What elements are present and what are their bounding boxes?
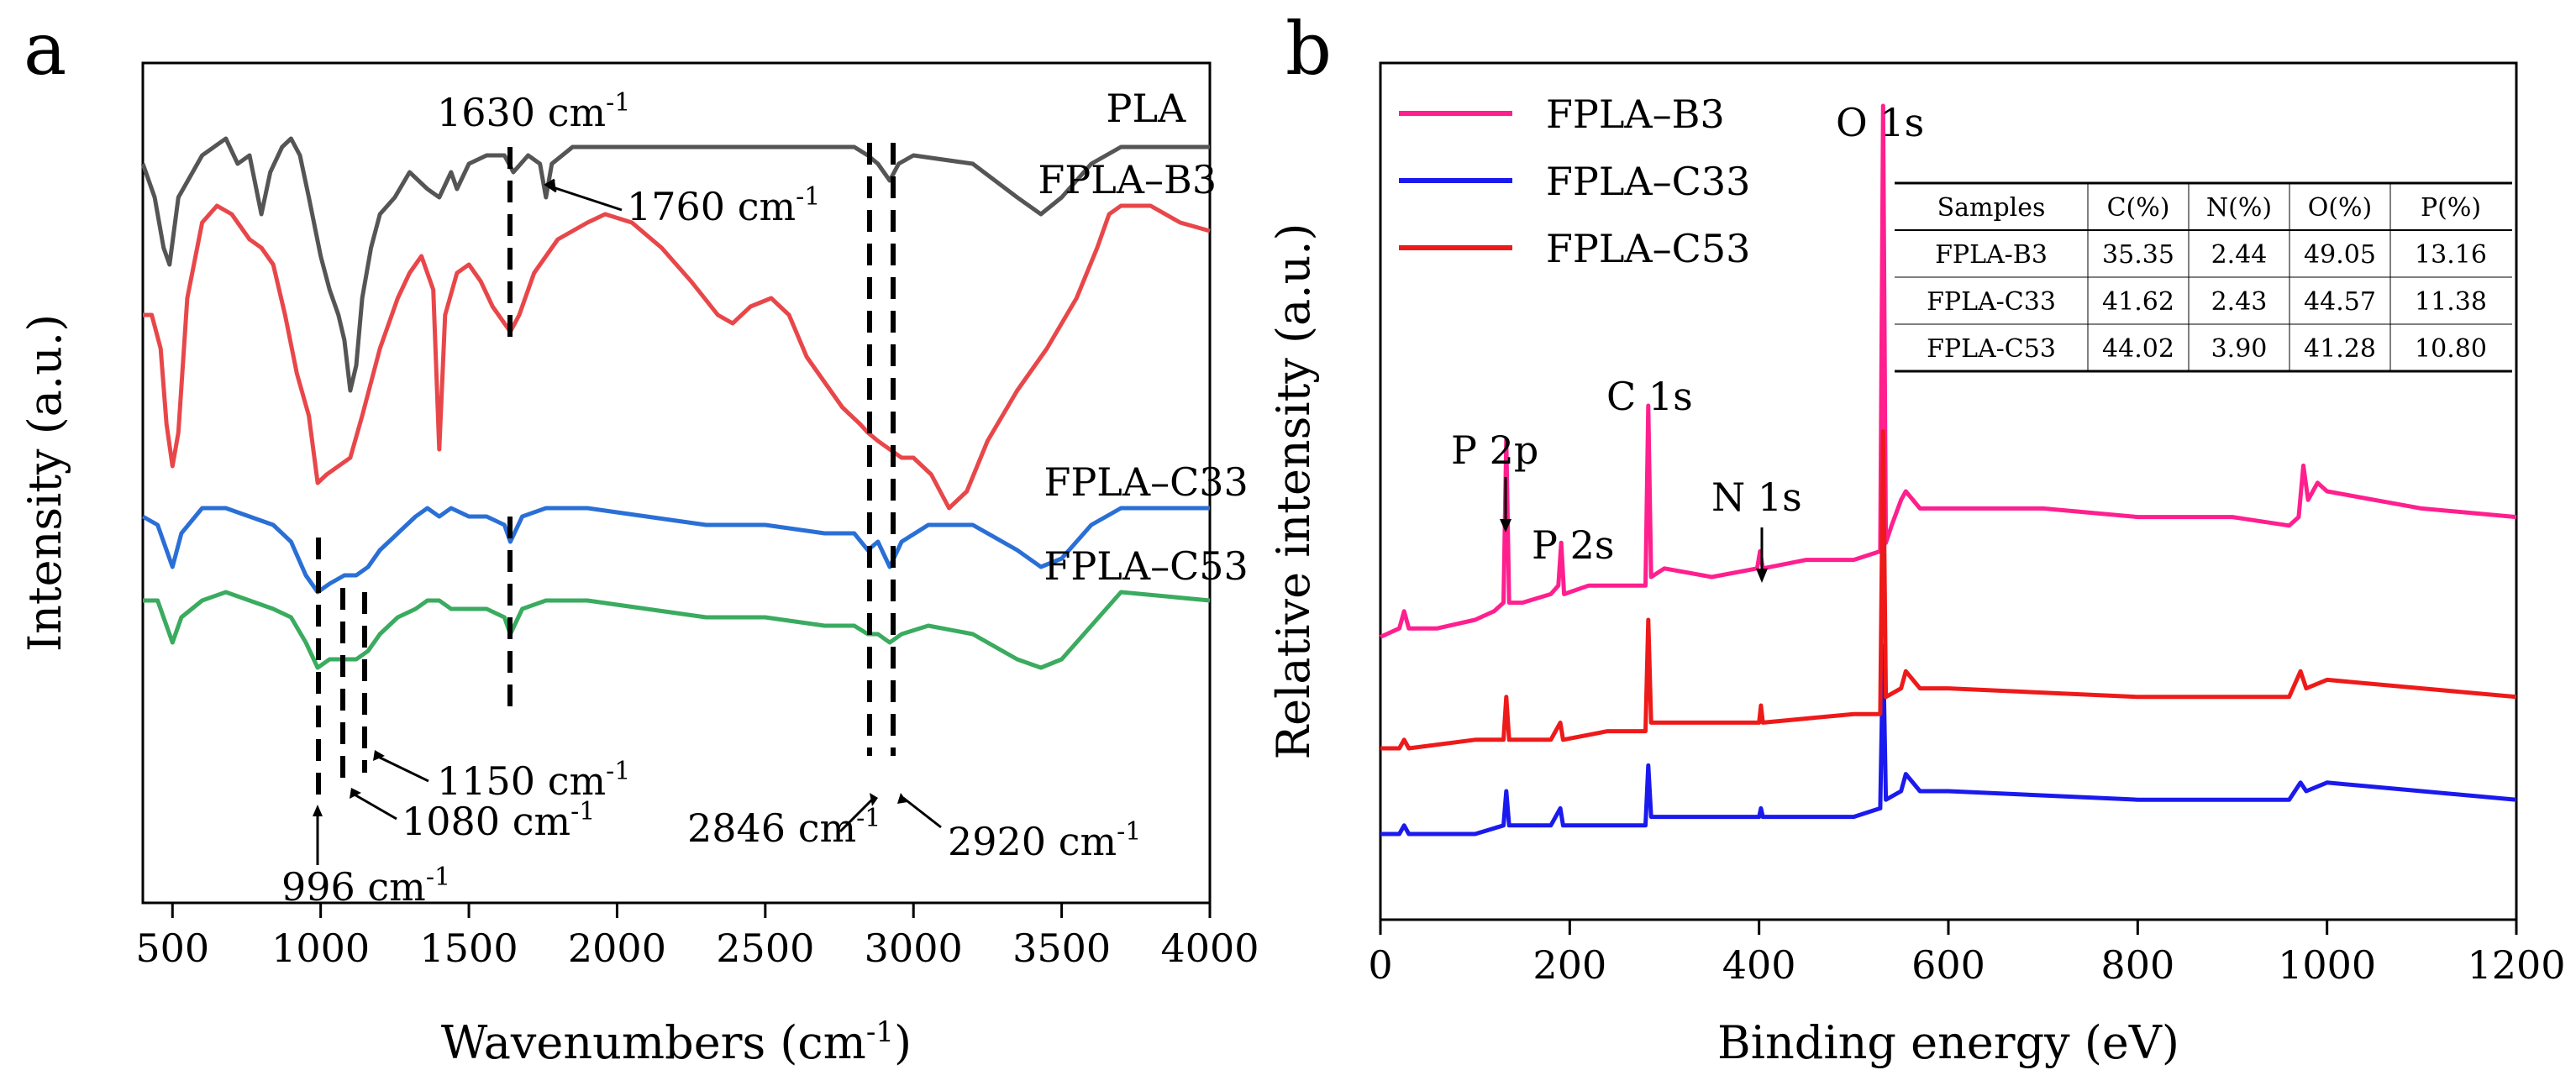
annot-1080: 1080 cm-1 xyxy=(402,797,595,844)
table-cell: 3.90 xyxy=(2211,334,2268,364)
legend-label-fpla-c53: FPLA–C53 xyxy=(1546,226,1750,271)
table-cell: 41.28 xyxy=(2304,334,2376,364)
panel-a-series-group: PLA FPLA–B3 FPLA–C33 FPLA–C53 xyxy=(140,86,1249,670)
panel-a-x-tick-label-3500: 3500 xyxy=(1012,926,1111,971)
panel-b-legend: FPLA–B3 FPLA–C33 FPLA–C53 xyxy=(1399,92,1750,271)
arrow-1760 xyxy=(549,185,623,212)
annot-1760: 1760 cm-1 xyxy=(627,182,820,229)
panel-a: a PLA FPLA–B3 FPLA–C33 FPLA–C53 500 1000 1500… xyxy=(18,8,1259,1069)
composition-table: Samples C(%) N(%) O(%) P(%) FPLA-B3 35.3… xyxy=(1895,181,2512,373)
table-header-p: P(%) xyxy=(2421,193,2481,223)
panel-a-x-tick-label-3000: 3000 xyxy=(865,926,963,971)
panel-a-series-fpla-c53 xyxy=(143,590,1211,670)
arrowhead-996 xyxy=(313,805,323,816)
annot-1630: 1630 cm-1 xyxy=(437,88,630,135)
table-cell: 35.35 xyxy=(2102,240,2174,270)
table-cell: 49.05 xyxy=(2304,240,2376,270)
panel-b-x-tick-label-400: 400 xyxy=(1722,942,1796,988)
panel-b-x-axis: 0 200 400 600 800 1000 1200 xyxy=(1368,920,2566,988)
arrow-1080 xyxy=(352,792,397,821)
panel-a-x-tick-label-2500: 2500 xyxy=(716,926,814,971)
panel-b-x-axis-title: Binding energy (eV) xyxy=(1717,1016,2179,1069)
legend-label-fpla-b3: FPLA–B3 xyxy=(1546,92,1725,137)
panel-a-x-tick-label-4000: 4000 xyxy=(1160,926,1259,971)
arrowhead-2920 xyxy=(897,793,907,804)
table-cell: 10.80 xyxy=(2415,334,2487,364)
panel-a-x-axis: 500 1000 1500 2000 2500 3000 3500 4000 xyxy=(135,903,1259,971)
table-cell: FPLA-B3 xyxy=(1935,240,2048,270)
table-header-samples: Samples xyxy=(1937,193,2046,223)
panel-a-series-label-pla: PLA xyxy=(1107,86,1186,131)
arrow-1760-head xyxy=(544,178,557,193)
table-cell: 44.57 xyxy=(2304,287,2376,317)
panel-b-x-tick-label-800: 800 xyxy=(2100,942,2174,988)
annot-2920: 2920 cm-1 xyxy=(948,817,1141,864)
panel-a-marker-lines xyxy=(316,143,896,806)
arrow-2846 xyxy=(839,796,875,833)
panel-a-x-axis-title: Wavenumbers (cm-1) xyxy=(441,1015,912,1069)
arrowhead-p2p xyxy=(1500,519,1511,532)
arrowhead-2846 xyxy=(870,793,878,806)
peak-label-n1s: N 1s xyxy=(1711,475,1802,520)
table-cell: 2.44 xyxy=(2211,240,2268,270)
annot-1150: 1150 cm-1 xyxy=(437,757,630,804)
table-cell: 41.62 xyxy=(2102,287,2174,317)
peak-label-o1s: O 1s xyxy=(1836,100,1924,145)
table-cell: 13.16 xyxy=(2415,240,2487,270)
panel-b-x-tick-label-0: 0 xyxy=(1368,942,1392,988)
legend-label-fpla-c33: FPLA–C33 xyxy=(1546,159,1750,204)
panel-b-x-tick-label-1200: 1200 xyxy=(2467,942,2565,988)
table-cell: FPLA-C33 xyxy=(1927,287,2056,317)
arrow-2920 xyxy=(902,796,942,829)
panel-a-series-label-fpla-c53: FPLA–C53 xyxy=(1044,543,1248,589)
panel-b-x-tick-label-200: 200 xyxy=(1532,942,1606,988)
arrowhead-1150 xyxy=(373,750,385,761)
panel-b: b 0 200 400 600 800 1000 1200 FPLA–B3 FPLA–C33… xyxy=(1267,8,2566,1069)
panel-b-peak-arrowheads xyxy=(1500,519,1768,583)
panel-a-x-tick-label-1000: 1000 xyxy=(271,926,370,971)
peak-label-p2p: P 2p xyxy=(1451,427,1538,473)
annot-2846: 2846 cm-1 xyxy=(687,804,881,851)
panel-b-label: b xyxy=(1285,8,1332,92)
panel-a-series-fpla-b3 xyxy=(143,203,1211,511)
panel-a-annotation-arrowheads xyxy=(313,750,907,816)
panel-a-label: a xyxy=(24,8,66,92)
arrowhead-1080 xyxy=(350,788,361,799)
table-cell: 44.02 xyxy=(2102,334,2174,364)
panel-b-series-fpla-c53 xyxy=(1380,429,2517,751)
table-cell: 2.43 xyxy=(2211,287,2268,317)
panel-b-series-fpla-c33 xyxy=(1380,643,2517,837)
panel-b-x-tick-label-600: 600 xyxy=(1911,942,1985,988)
panel-a-x-tick-label-2000: 2000 xyxy=(568,926,666,971)
panel-a-series-fpla-c33 xyxy=(141,506,1210,595)
peak-label-c1s: C 1s xyxy=(1606,374,1693,419)
panel-b-peak-arrows xyxy=(1504,477,1764,574)
panel-a-x-tick-label-500: 500 xyxy=(135,926,209,971)
table-cell: FPLA-C53 xyxy=(1927,334,2056,364)
table-header-o: O(%) xyxy=(2308,193,2373,223)
arrow-1150 xyxy=(376,754,429,783)
table-header-c: C(%) xyxy=(2107,193,2170,223)
table-cell: 11.38 xyxy=(2415,287,2487,317)
panel-a-series-label-fpla-b3: FPLA–B3 xyxy=(1038,157,1217,202)
panel-b-x-tick-label-1000: 1000 xyxy=(2278,942,2376,988)
table-header-n: N(%) xyxy=(2206,193,2272,223)
panel-a-annotation-arrows xyxy=(316,178,942,865)
panel-b-y-axis-title: Relative intensity (a.u.) xyxy=(1267,223,1320,760)
panel-a-plot-frame xyxy=(141,61,1212,905)
panel-a-x-tick-label-1500: 1500 xyxy=(420,926,518,971)
annot-996: 996 cm-1 xyxy=(281,863,450,910)
panel-a-y-axis-title: Intensity (a.u.) xyxy=(18,314,71,652)
peak-label-p2s: P 2s xyxy=(1532,522,1614,568)
panel-a-series-label-fpla-c33: FPLA–C33 xyxy=(1044,459,1248,505)
arrowhead-n1s xyxy=(1756,569,1768,583)
